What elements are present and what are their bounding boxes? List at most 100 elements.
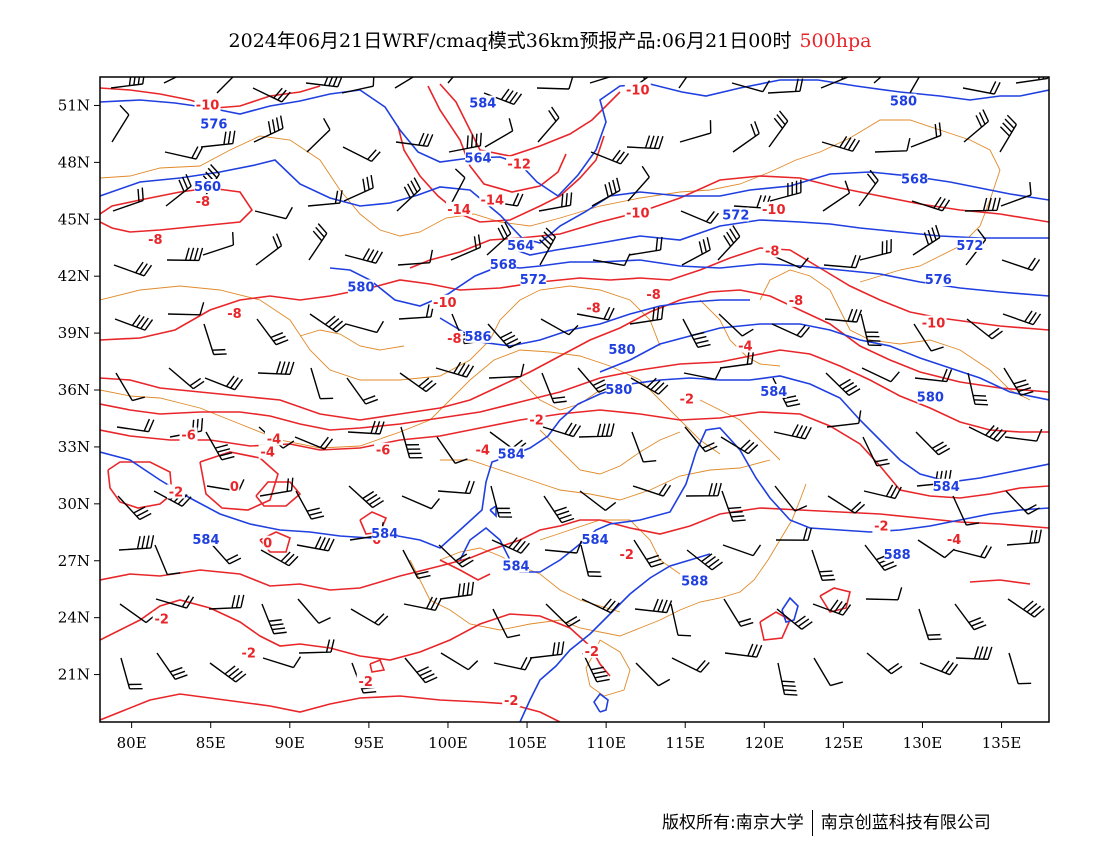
wind-barb: [491, 537, 530, 554]
wind-barb: [953, 545, 992, 559]
wind-barb: [437, 480, 475, 495]
height-label: 580: [608, 343, 635, 358]
temperature-label: -14: [481, 193, 505, 208]
height-label-bg: [760, 383, 787, 398]
wind-barb: [773, 424, 812, 440]
height-label-bg: [925, 271, 952, 286]
wind-barb: [341, 77, 375, 94]
wind-barb: [777, 662, 798, 696]
wind-barbs: [110, 77, 1049, 696]
wind-barb: [402, 549, 431, 580]
wind-barb: [577, 367, 611, 393]
wind-barb: [490, 485, 513, 518]
wind-barb: [208, 594, 245, 610]
wind-barb: [306, 118, 331, 153]
temperature-label: 0: [263, 537, 272, 552]
wind-barb: [342, 146, 381, 163]
temperature-label-bg: [945, 531, 964, 546]
wind-barb: [399, 372, 437, 393]
height-label-bg: [933, 478, 960, 493]
wind-barb: [294, 436, 334, 450]
height-label: 580: [917, 391, 944, 406]
height-contour-line: [100, 159, 1049, 244]
temperature-label-bg: [617, 547, 636, 562]
lon-tick-label: 80E: [117, 734, 147, 752]
wind-barb: [216, 77, 234, 94]
height-contour-line: [781, 596, 799, 623]
temperature-contour-line: [397, 125, 605, 223]
wind-barb: [350, 608, 389, 626]
temperature-contour-line: [369, 658, 386, 673]
wind-barb: [436, 436, 468, 464]
wind-barb: [633, 539, 664, 568]
wind-barb: [153, 489, 192, 507]
wind-barb: [118, 535, 155, 551]
wind-barb: [540, 318, 579, 336]
wind-barb: [626, 135, 664, 150]
wind-barb: [724, 643, 763, 658]
height-label: 584: [469, 97, 496, 112]
wind-barb: [679, 120, 712, 143]
wind-barb: [543, 495, 575, 524]
wind-barb: [860, 313, 882, 347]
height-label: 564: [464, 152, 491, 167]
wind-barb: [968, 425, 1007, 442]
copyright-left: 版权所有:南京大学: [662, 813, 804, 833]
lon-tick-label: 100E: [428, 734, 468, 752]
temperature-label: -4: [947, 533, 961, 548]
wind-barb: [154, 544, 181, 576]
wind-barb: [771, 323, 810, 338]
lon-tick-label: 95E: [354, 734, 384, 752]
wind-barb: [1002, 310, 1042, 326]
wind-barb: [1001, 257, 1041, 271]
wind-barb: [591, 177, 621, 207]
height-label-bg: [956, 237, 983, 252]
wind-barb: [297, 598, 331, 624]
temperature-label: 0: [372, 533, 381, 548]
temperature-label-bg: [445, 330, 464, 345]
wind-barb: [820, 77, 850, 89]
wind-barb: [721, 490, 746, 522]
wind-barb: [112, 187, 144, 212]
wind-barb: [117, 495, 152, 521]
wind-barb: [952, 495, 980, 526]
temperature-label-bg: [374, 442, 393, 457]
lon-tick-label: 135E: [982, 734, 1022, 752]
wind-barb: [450, 234, 482, 261]
wind-barb: [962, 81, 1001, 95]
wind-barb: [916, 469, 952, 487]
wind-barb: [1008, 652, 1032, 685]
temperature-label-bg: [225, 306, 244, 321]
wind-barb: [812, 599, 852, 616]
height-contour-line: [593, 692, 609, 713]
wind-barb: [811, 549, 836, 582]
longitude-axis: 80E 85E 90E 95E 100E 105E 110E 115E 120E 125E 130E…: [117, 722, 1022, 752]
wind-barb: [394, 77, 415, 89]
temperature-label-bg: [786, 292, 805, 307]
height-label-bg: [469, 95, 496, 110]
wind-barb: [919, 660, 959, 676]
wind-barb: [684, 426, 718, 453]
temperature-label-bg: [763, 243, 782, 258]
height-label: 588: [884, 548, 911, 563]
map-frame: [99, 76, 1050, 723]
wind-barb: [262, 656, 302, 669]
height-label: 580: [605, 383, 632, 398]
wind-barb: [256, 318, 289, 346]
wind-barb: [866, 652, 903, 675]
wind-barb: [400, 426, 423, 459]
wind-barb: [967, 372, 989, 406]
height-label: 584: [502, 559, 529, 574]
temperature-labels: -10 -10 -12 -14 -14 -10 -10 -8 -8 -8 -10 -8 -8 -8 -8 -1…: [146, 82, 964, 709]
height-label-bg: [194, 179, 221, 194]
temperature-label-bg: [760, 201, 787, 216]
copyright-notice: 版权所有:南京大学 南京创蓝科技有限公司: [662, 808, 991, 836]
wind-barb: [864, 544, 897, 571]
temperature-label: -4: [267, 432, 281, 447]
temperature-label-bg: [527, 412, 546, 427]
wind-barb: [722, 544, 762, 557]
height-label: 586: [464, 330, 491, 345]
wind-barb: [859, 239, 892, 261]
wind-barb: [718, 313, 754, 337]
height-label: 584: [498, 448, 525, 463]
